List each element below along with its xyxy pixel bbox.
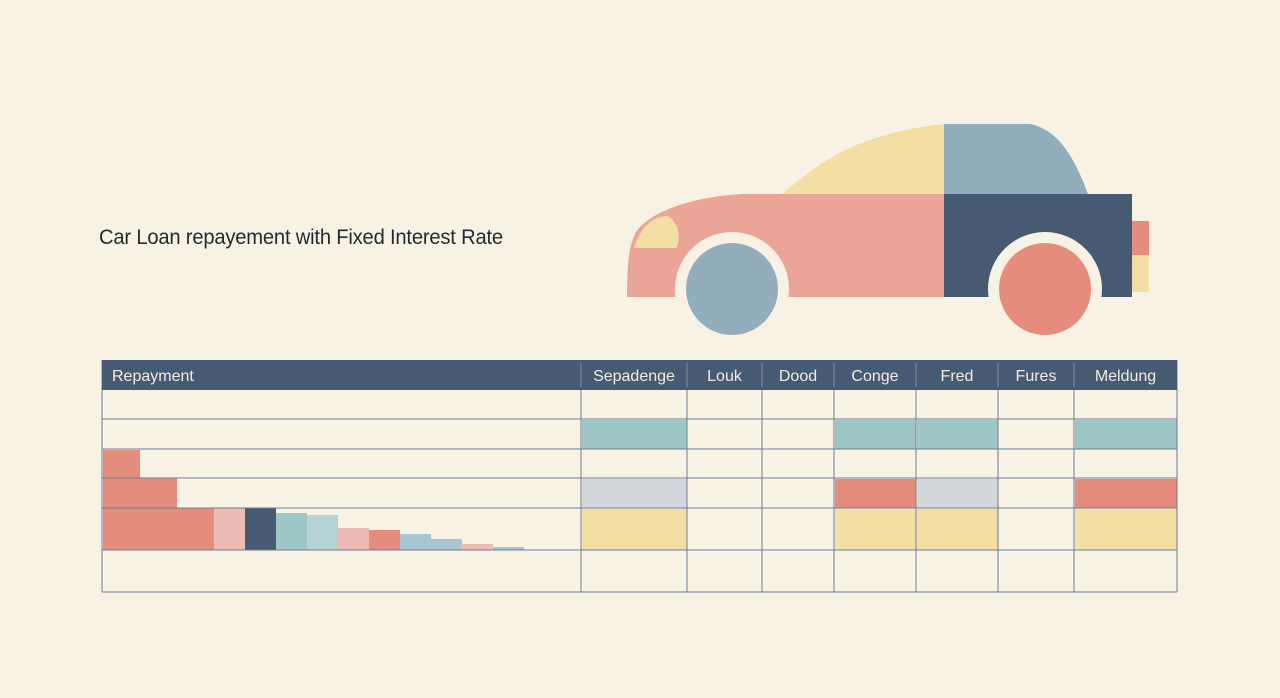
car-illustration [627, 124, 1149, 346]
repayment-bar [400, 534, 431, 550]
chart-title: Car Loan repayement with Fixed Interest … [99, 226, 503, 249]
table-cell-fill [917, 479, 998, 508]
repayment-bar [177, 508, 214, 550]
headlight [634, 216, 679, 248]
repayment-bar [245, 508, 276, 550]
table-header: Repayment Sepadenge Louk Dood Conge Fred Fures… [112, 363, 1156, 387]
taillight-top [1132, 221, 1149, 255]
table-cell-fill [835, 509, 916, 550]
table-header-label: Fures [1016, 368, 1057, 385]
front-wheel [686, 243, 778, 335]
table-grid [101, 360, 1178, 593]
repayment-bars [103, 450, 524, 550]
repayment-bar [431, 539, 462, 550]
repayment-bar [369, 530, 400, 550]
car-roof-blue [944, 124, 1088, 194]
repayment-bar [140, 478, 177, 550]
table-cell-fill [582, 509, 687, 550]
repayment-bar [462, 544, 493, 550]
rear-wheel [999, 243, 1091, 335]
repayment-bar [103, 450, 140, 550]
table-header-label: Repayment [112, 368, 194, 385]
table-cell-fill [582, 420, 687, 449]
table-cell-fill [835, 479, 916, 508]
table-header-label: Conge [851, 368, 898, 385]
repayment-bar [276, 513, 307, 550]
car-roof-yellow [782, 124, 944, 194]
repayment-bar [338, 528, 369, 550]
table-cell-fill [835, 420, 916, 449]
repayment-table: Repayment Sepadenge Louk Dood Conge Fred Fures… [101, 360, 1178, 593]
table-header-label: Meldung [1095, 368, 1156, 385]
table-cell-fills [582, 420, 1177, 550]
table-header-label: Sepadenge [593, 368, 675, 385]
table-cell-fill [1075, 420, 1177, 449]
repayment-bar [493, 547, 524, 550]
table-cell-fill [917, 509, 998, 550]
table-cell-fill [1075, 509, 1177, 550]
table-cell-fill [917, 420, 998, 449]
repayment-bar [307, 515, 338, 550]
table-cell-fill [1075, 479, 1177, 508]
table-header-background [102, 360, 1177, 390]
table-cell-fill [582, 479, 687, 508]
table-header-label: Dood [779, 368, 817, 385]
repayment-bar [214, 508, 245, 550]
taillight-bottom [1132, 255, 1149, 292]
table-header-label: Louk [707, 368, 743, 385]
table-header-label: Fred [941, 368, 974, 385]
